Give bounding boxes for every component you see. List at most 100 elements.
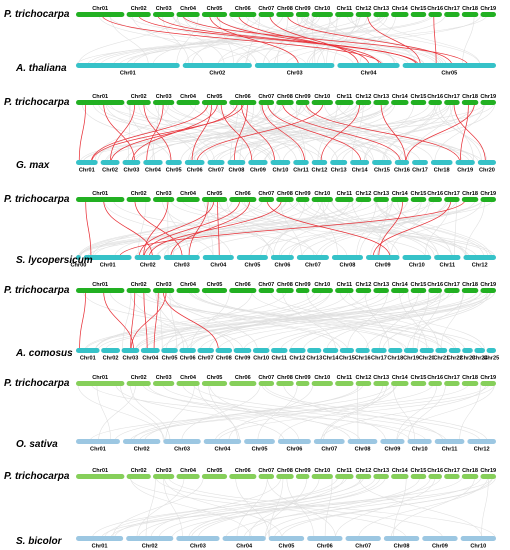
synteny-link — [267, 290, 492, 351]
synteny-link — [161, 199, 232, 258]
chromosome-bar — [355, 12, 372, 17]
chromosome-label: Chr03 — [156, 468, 172, 474]
chromosome-bar — [258, 197, 275, 202]
chromosome-bar — [477, 160, 496, 165]
synteny-panel: Chr01 Chr02 Chr03 Chr04 Chr05 Chr06 Chr07 Chr08… — [4, 94, 496, 174]
chromosome-bar — [355, 197, 372, 202]
chromosome-bar — [152, 12, 175, 17]
top-genome-track: Chr01 Chr02 Chr03 Chr04 Chr05 Chr06 Chr07 Chr08… — [76, 94, 496, 105]
synteny-link — [374, 199, 485, 258]
chromosome-label: Chr19 — [480, 468, 496, 474]
chromosome-label: Chr01 — [92, 468, 108, 474]
chromosome-label: Chr04 — [210, 263, 227, 269]
top-species-label: P. trichocarpa — [4, 9, 70, 20]
synteny-link — [191, 102, 213, 163]
chromosome-bar — [402, 63, 496, 68]
synteny-link — [122, 290, 132, 351]
chromosome-bar — [307, 536, 343, 541]
chromosome-label: Chr15 — [411, 468, 427, 474]
synteny-link — [148, 199, 282, 258]
chromosome-bar — [140, 348, 160, 353]
chromosome-label: Chr17 — [444, 375, 460, 381]
chromosome-label: Chr03 — [156, 375, 172, 381]
synteny-link — [163, 476, 183, 539]
chromosome-bar — [76, 197, 125, 202]
background-links — [82, 290, 496, 351]
bottom-genome-track: Chr01 Chr02 Chr03 Chr04 Chr05 Chr06 Chr07 Chr08… — [76, 536, 496, 550]
chromosome-label: Chr16 — [427, 191, 443, 197]
chromosome-label: Chr10 — [314, 468, 330, 474]
chromosome-label: Chr10 — [314, 6, 330, 12]
chromosome-label: Chr03 — [124, 168, 140, 174]
chromosome-bar — [126, 12, 151, 17]
chromosome-label: Chr10 — [314, 94, 330, 100]
chromosome-label: Chr05 — [162, 356, 178, 362]
synteny-link — [405, 102, 475, 163]
chromosome-bar — [76, 536, 124, 541]
synteny-link — [281, 476, 494, 539]
chromosome-bar — [339, 348, 354, 353]
synteny-link — [115, 383, 285, 442]
synteny-link — [100, 476, 494, 539]
synteny-link — [378, 290, 419, 351]
chromosome-label: Chr14 — [392, 191, 409, 197]
chromosome-label: Chr02 — [131, 191, 147, 197]
synteny-link — [306, 14, 368, 66]
synteny-link — [347, 290, 389, 351]
chromosome-bar — [122, 439, 161, 444]
chromosome-bar — [276, 381, 294, 386]
chromosome-bar — [444, 12, 460, 17]
synteny-link — [407, 290, 439, 351]
chromosome-label: Chr12 — [356, 375, 372, 381]
chromosome-label: Chr18 — [387, 356, 403, 362]
chromosome-label: Chr06 — [235, 282, 251, 288]
synteny-link — [317, 199, 400, 258]
chromosome-label: Chr09 — [295, 468, 311, 474]
chromosome-label: Chr18 — [462, 468, 478, 474]
chromosome-bar — [461, 12, 479, 17]
chromosome-label: Chr03 — [190, 544, 206, 550]
chromosome-label: Chr01 — [92, 375, 108, 381]
chromosome-bar — [467, 439, 496, 444]
chromosome-label: Chr03 — [174, 447, 190, 453]
synteny-link — [108, 14, 307, 66]
synteny-link — [304, 199, 467, 258]
bottom-genome-track: Chr01 Chr02 Chr03 Chr04 Chr05 Chr06 Chr07 Chr08… — [76, 160, 496, 174]
synteny-link — [216, 14, 488, 66]
chromosome-label: Chr04 — [361, 71, 378, 77]
synteny-link — [169, 199, 426, 258]
synteny-link — [232, 102, 323, 163]
synteny-link — [301, 14, 444, 66]
synteny-link — [153, 290, 159, 351]
synteny-link — [393, 476, 407, 539]
synteny-link — [125, 102, 270, 163]
synteny-link — [225, 476, 482, 539]
synteny-link — [145, 290, 331, 351]
chromosome-label: Chr08 — [277, 94, 293, 100]
chromosome-label: Chr20 — [479, 168, 495, 174]
synteny-link — [269, 476, 284, 539]
synteny-link — [305, 102, 461, 163]
synteny-link — [397, 102, 496, 163]
highlight-links — [78, 102, 486, 163]
synteny-link — [78, 199, 251, 258]
synteny-link — [193, 102, 277, 163]
synteny-link — [207, 102, 470, 163]
chromosome-label: Chr19 — [480, 375, 496, 381]
synteny-link — [376, 14, 481, 66]
chromosome-label: Chr19 — [480, 94, 496, 100]
synteny-link — [217, 383, 496, 442]
chromosome-label: Chr04 — [180, 94, 197, 100]
chromosome-label: Chr18 — [434, 168, 450, 174]
bottom-species-label: G. max — [16, 160, 50, 171]
synteny-link — [143, 199, 241, 258]
chromosome-bar — [258, 100, 275, 105]
chromosome-bar — [335, 197, 354, 202]
synteny-link — [316, 199, 430, 258]
synteny-link — [364, 290, 390, 351]
chromosome-bar — [126, 536, 174, 541]
synteny-link — [133, 14, 310, 66]
synteny-link — [321, 383, 384, 442]
chromosome-bar — [461, 381, 479, 386]
